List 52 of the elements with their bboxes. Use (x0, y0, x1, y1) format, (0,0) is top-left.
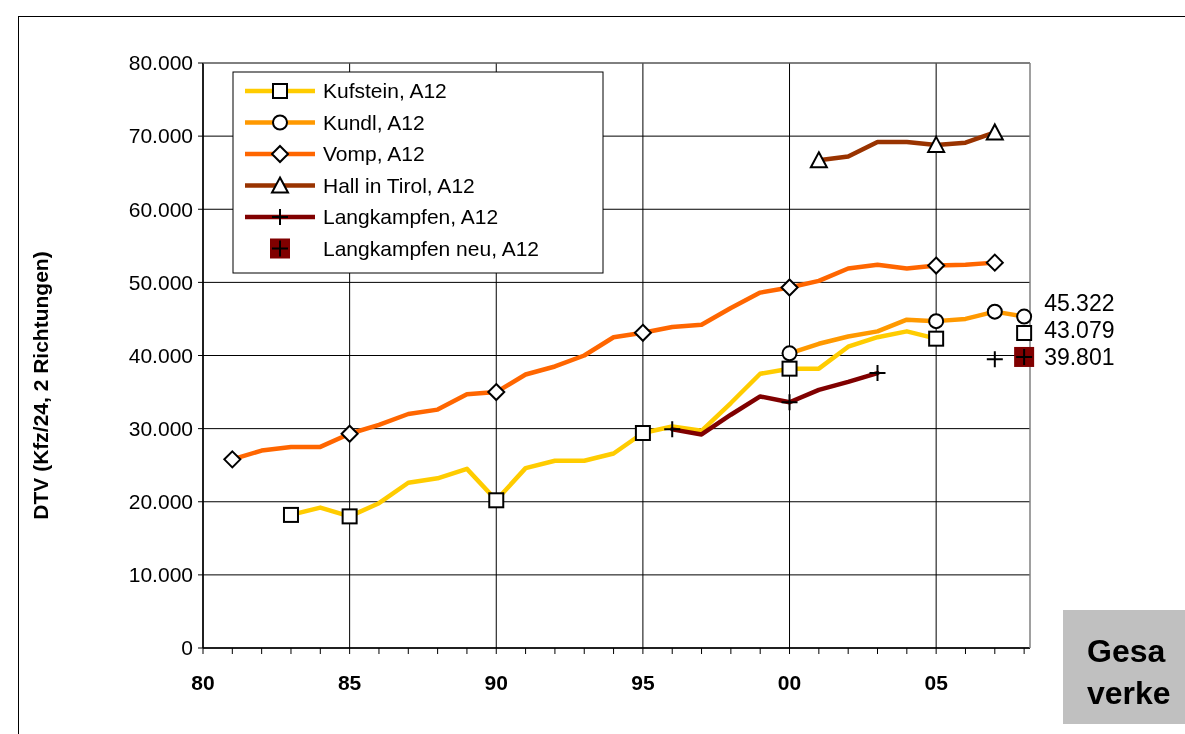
point (633, 323, 652, 342)
y-tick-label: 30.000 (128, 416, 193, 440)
point (928, 330, 945, 347)
point (985, 350, 1004, 369)
x-tick-label: 90 (484, 671, 508, 694)
data-label: 39.801 (1044, 344, 1115, 371)
point (634, 425, 651, 442)
y-tick-label: 40.000 (128, 343, 193, 367)
legend-label: Kundl, A12 (323, 110, 425, 134)
point (985, 123, 1004, 141)
point (340, 424, 359, 443)
point (927, 135, 946, 153)
legend-label: Hall in Tirol, A12 (323, 173, 475, 197)
point (663, 420, 682, 439)
point (223, 450, 242, 469)
point (1016, 308, 1033, 325)
point (780, 278, 799, 297)
point (488, 492, 505, 509)
point (341, 508, 358, 525)
line-series (669, 370, 880, 437)
x-tick-label: 05 (924, 671, 949, 694)
legend-label: Vomp, A12 (323, 142, 425, 166)
point (780, 393, 799, 412)
point (781, 345, 798, 362)
y-tick-label: 70.000 (128, 124, 193, 148)
x-tick-label: 85 (337, 671, 362, 694)
y-tick-label: 80.000 (128, 51, 193, 75)
y-tick-label: 20.000 (128, 490, 193, 514)
point (986, 303, 1003, 320)
y-axis-title: DTV (Kfz/24, 2 Richtungen) (29, 251, 52, 520)
point (868, 364, 887, 383)
legend-label: Langkampfen neu, A12 (323, 236, 540, 260)
point (809, 151, 828, 169)
x-tick-label: 00 (777, 671, 802, 694)
point (781, 360, 798, 377)
point (928, 313, 945, 330)
point (282, 506, 299, 523)
point (985, 253, 1004, 272)
y-tick-label: 0 (181, 636, 193, 660)
x-tick-label: 80 (191, 671, 215, 694)
text: Gesa verke (1087, 633, 1171, 711)
x-tick-label: 95 (631, 671, 655, 694)
data-label: 43.079 (1044, 317, 1115, 344)
y-tick-label: 50.000 (128, 270, 193, 294)
legend-label: Langkampfen, A12 (323, 205, 499, 229)
y-tick-label: 60.000 (128, 197, 193, 221)
point (1016, 324, 1033, 341)
y-tick-label: 10.000 (128, 563, 193, 587)
data-label: 45.322 (1044, 290, 1115, 317)
legend-label: Kufstein, A12 (323, 79, 447, 103)
point (487, 383, 506, 402)
point (927, 256, 946, 275)
